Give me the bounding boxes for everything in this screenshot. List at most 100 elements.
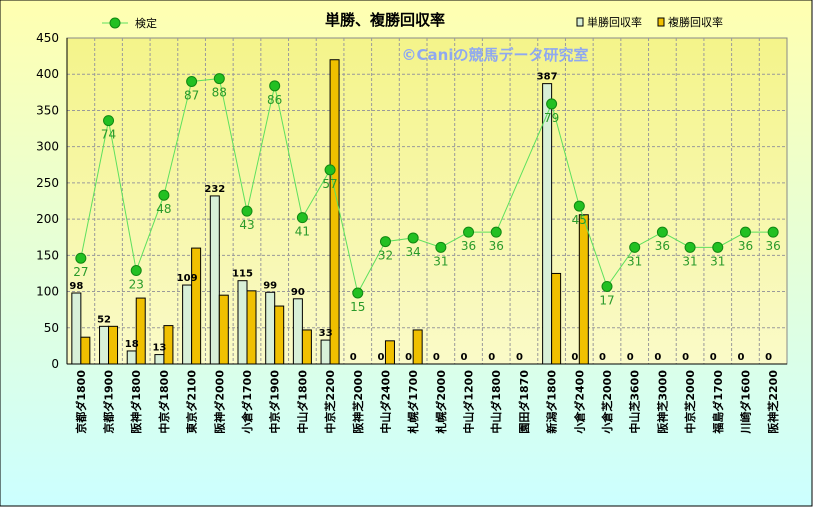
line-point-label: 17 [599,293,614,307]
bar-place [412,329,423,365]
bar-win [99,325,110,365]
line-point [712,241,724,253]
category-label: 園田ダ1870 [517,370,531,434]
bar-place [274,305,285,365]
bar-win [71,292,82,365]
bar-win-label: 232 [204,184,225,195]
bar-win-label: 18 [125,339,139,350]
category-label: 川崎ダ1600 [738,370,752,435]
bar-win-label: 0 [710,352,717,363]
line-point [75,252,87,264]
line-point [767,226,779,238]
bar-win-label: 0 [461,352,468,363]
category-label: 中山ダ2400 [378,370,392,434]
legend-label-place: 複勝回収率 [668,15,723,29]
line-point [490,226,502,238]
y-tick-label: 50 [44,321,59,335]
category-label: 中京ダ1800 [157,370,171,434]
line-point [241,205,253,217]
category-label: 小倉ダ1700 [240,370,254,435]
bar-place [551,272,562,365]
line-point-label: 87 [184,88,199,102]
line-point [656,226,668,238]
bar-win-label: 0 [599,352,606,363]
bar-place [108,325,119,365]
line-point [573,200,585,212]
bar-win-label: 0 [627,352,634,363]
category-label: 中山ダ1800 [295,370,309,434]
category-label: 札幌ダ2000 [434,370,448,435]
line-point [186,75,198,87]
category-label: 阪神ダ1800 [129,370,143,434]
y-tick-label: 450 [36,31,59,45]
category-label: 中京ダ1900 [268,370,282,434]
category-label: 阪神芝3000 [655,370,669,434]
category-label: 小倉芝2000 [600,370,614,435]
category-label: 中京芝2200 [323,370,337,434]
bar-place [135,297,146,365]
bar-win-label: 99 [263,280,277,291]
line-point-label: 36 [489,239,504,253]
line-point [158,189,170,201]
category-label: 東京ダ2100 [185,370,199,434]
chart-title: 単勝、複勝回収率 [325,11,445,29]
line-point-label: 74 [101,128,116,142]
bar-place [578,214,589,365]
y-tick-label: 150 [36,248,59,262]
bar-win-label: 0 [433,352,440,363]
bar-layer [71,59,589,365]
bar-win-label: 98 [69,281,83,292]
line-point-label: 31 [682,254,697,268]
line-point-label: 31 [710,254,725,268]
line-point-label: 34 [406,245,421,259]
line-point-label: 86 [267,93,282,107]
line-point [269,80,281,92]
legend-line-marker [109,17,121,29]
bar-win-label: 0 [405,352,412,363]
category-label: 新潟ダ1800 [545,370,559,434]
category-label: 中京芝2000 [683,370,697,434]
bar-win-label: 0 [488,352,495,363]
category-label: 阪神ダ2000 [212,370,226,434]
bar-win [237,280,248,365]
line-point [296,212,308,224]
bar-win [320,339,331,365]
line-point-label: 36 [655,239,670,253]
line-point [213,73,225,85]
line-point [103,115,115,127]
bar-place [301,329,312,365]
line-layer [75,73,779,299]
bar-win [126,350,137,365]
bar-win [265,291,276,365]
bar-win-label: 0 [350,352,357,363]
bar-win-label: 109 [177,273,198,284]
category-label: 中山芝3600 [628,370,642,434]
line-point-label: 57 [322,177,337,191]
line-point-label: 88 [212,86,227,100]
category-label: 札幌ダ1700 [406,370,420,435]
category-label: 京都ダ1900 [102,370,116,434]
line-point-label: 15 [350,300,365,314]
line-point-label: 79 [544,111,559,125]
line-point [407,232,419,244]
y-tick-label: 0 [51,357,59,371]
bar-place [246,290,257,365]
bar-win-label: 0 [765,352,772,363]
category-label: 京都ダ1800 [74,370,88,434]
bar-win-label: 0 [737,352,744,363]
line-point-label: 32 [378,249,393,263]
line-point-label: 36 [461,239,476,253]
line-point [130,265,142,277]
bar-win-label: 90 [291,287,305,298]
bar-win [542,83,553,365]
line-point-label: 48 [156,202,171,216]
category-label: 福島ダ1700 [711,370,725,435]
bar-win-label: 0 [654,352,661,363]
grid-lines [67,38,787,364]
y-tick-label: 100 [36,285,59,299]
bar-place [329,59,340,365]
line-point [379,236,391,248]
line-point-label: 36 [766,239,781,253]
